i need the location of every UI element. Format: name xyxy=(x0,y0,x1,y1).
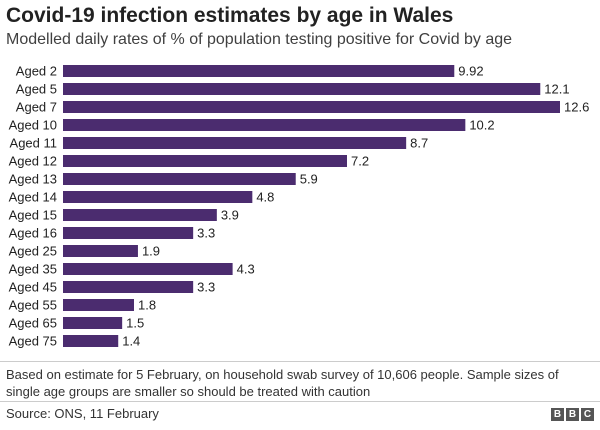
category-label: Aged 45 xyxy=(9,280,57,295)
value-label: 12.1 xyxy=(544,82,569,97)
chart-subtitle: Modelled daily rates of % of population … xyxy=(6,31,513,48)
category-label: Aged 14 xyxy=(9,190,57,205)
bar xyxy=(63,317,123,329)
footer-divider-bottom xyxy=(0,401,600,402)
category-label: Aged 5 xyxy=(16,82,57,97)
category-label: Aged 55 xyxy=(9,298,57,313)
value-label: 3.3 xyxy=(197,226,215,241)
category-label: Aged 2 xyxy=(16,64,57,79)
value-label: 1.5 xyxy=(126,316,144,331)
bbc-logo: B B C xyxy=(551,408,594,421)
value-label: 1.8 xyxy=(138,298,156,313)
bar xyxy=(63,173,296,185)
bar xyxy=(63,245,138,257)
value-label: 12.6 xyxy=(564,100,589,115)
bar xyxy=(63,335,119,347)
category-label: Aged 7 xyxy=(16,100,57,115)
value-label: 5.9 xyxy=(300,172,318,187)
bar xyxy=(63,191,253,203)
bbc-logo-letter: B xyxy=(566,408,579,421)
bar xyxy=(63,209,217,221)
bar xyxy=(63,65,455,77)
category-label: Aged 13 xyxy=(9,172,57,187)
bbc-logo-letter: C xyxy=(581,408,594,421)
bar xyxy=(63,281,194,293)
bar xyxy=(63,119,466,131)
bar xyxy=(63,299,134,311)
category-label: Aged 12 xyxy=(9,154,57,169)
category-label: Aged 16 xyxy=(9,226,57,241)
value-label: 3.3 xyxy=(197,280,215,295)
bar xyxy=(63,227,194,239)
value-label: 1.4 xyxy=(122,334,140,349)
value-label: 3.9 xyxy=(221,208,239,223)
value-label: 4.8 xyxy=(256,190,274,205)
chart-footnote: Based on estimate for 5 February, on hou… xyxy=(6,367,559,399)
bar xyxy=(63,137,407,149)
chart-title: Covid-19 infection estimates by age in W… xyxy=(6,4,454,27)
bar xyxy=(63,263,233,275)
category-label: Aged 35 xyxy=(9,262,57,277)
bar xyxy=(63,83,541,95)
value-label: 8.7 xyxy=(410,136,428,151)
value-label: 4.3 xyxy=(237,262,255,277)
source-credit: Source: ONS, 11 February xyxy=(6,406,159,421)
value-label: 9.92 xyxy=(458,64,483,79)
bar xyxy=(63,155,347,167)
category-label: Aged 25 xyxy=(9,244,57,259)
bbc-logo-letter: B xyxy=(551,408,564,421)
value-label: 1.9 xyxy=(142,244,160,259)
value-label: 10.2 xyxy=(469,118,494,133)
bar-chart: Aged 2 9.92 Aged 5 12.1 Aged 7 12.6 Aged 10 10.… xyxy=(9,64,590,349)
category-label: Aged 11 xyxy=(10,136,57,151)
category-label: Aged 10 xyxy=(9,118,57,133)
category-label: Aged 65 xyxy=(9,316,57,331)
category-label: Aged 15 xyxy=(9,208,57,223)
category-label: Aged 75 xyxy=(9,334,57,349)
bar xyxy=(63,101,560,113)
footer-divider-top xyxy=(0,361,600,362)
value-label: 7.2 xyxy=(351,154,369,169)
